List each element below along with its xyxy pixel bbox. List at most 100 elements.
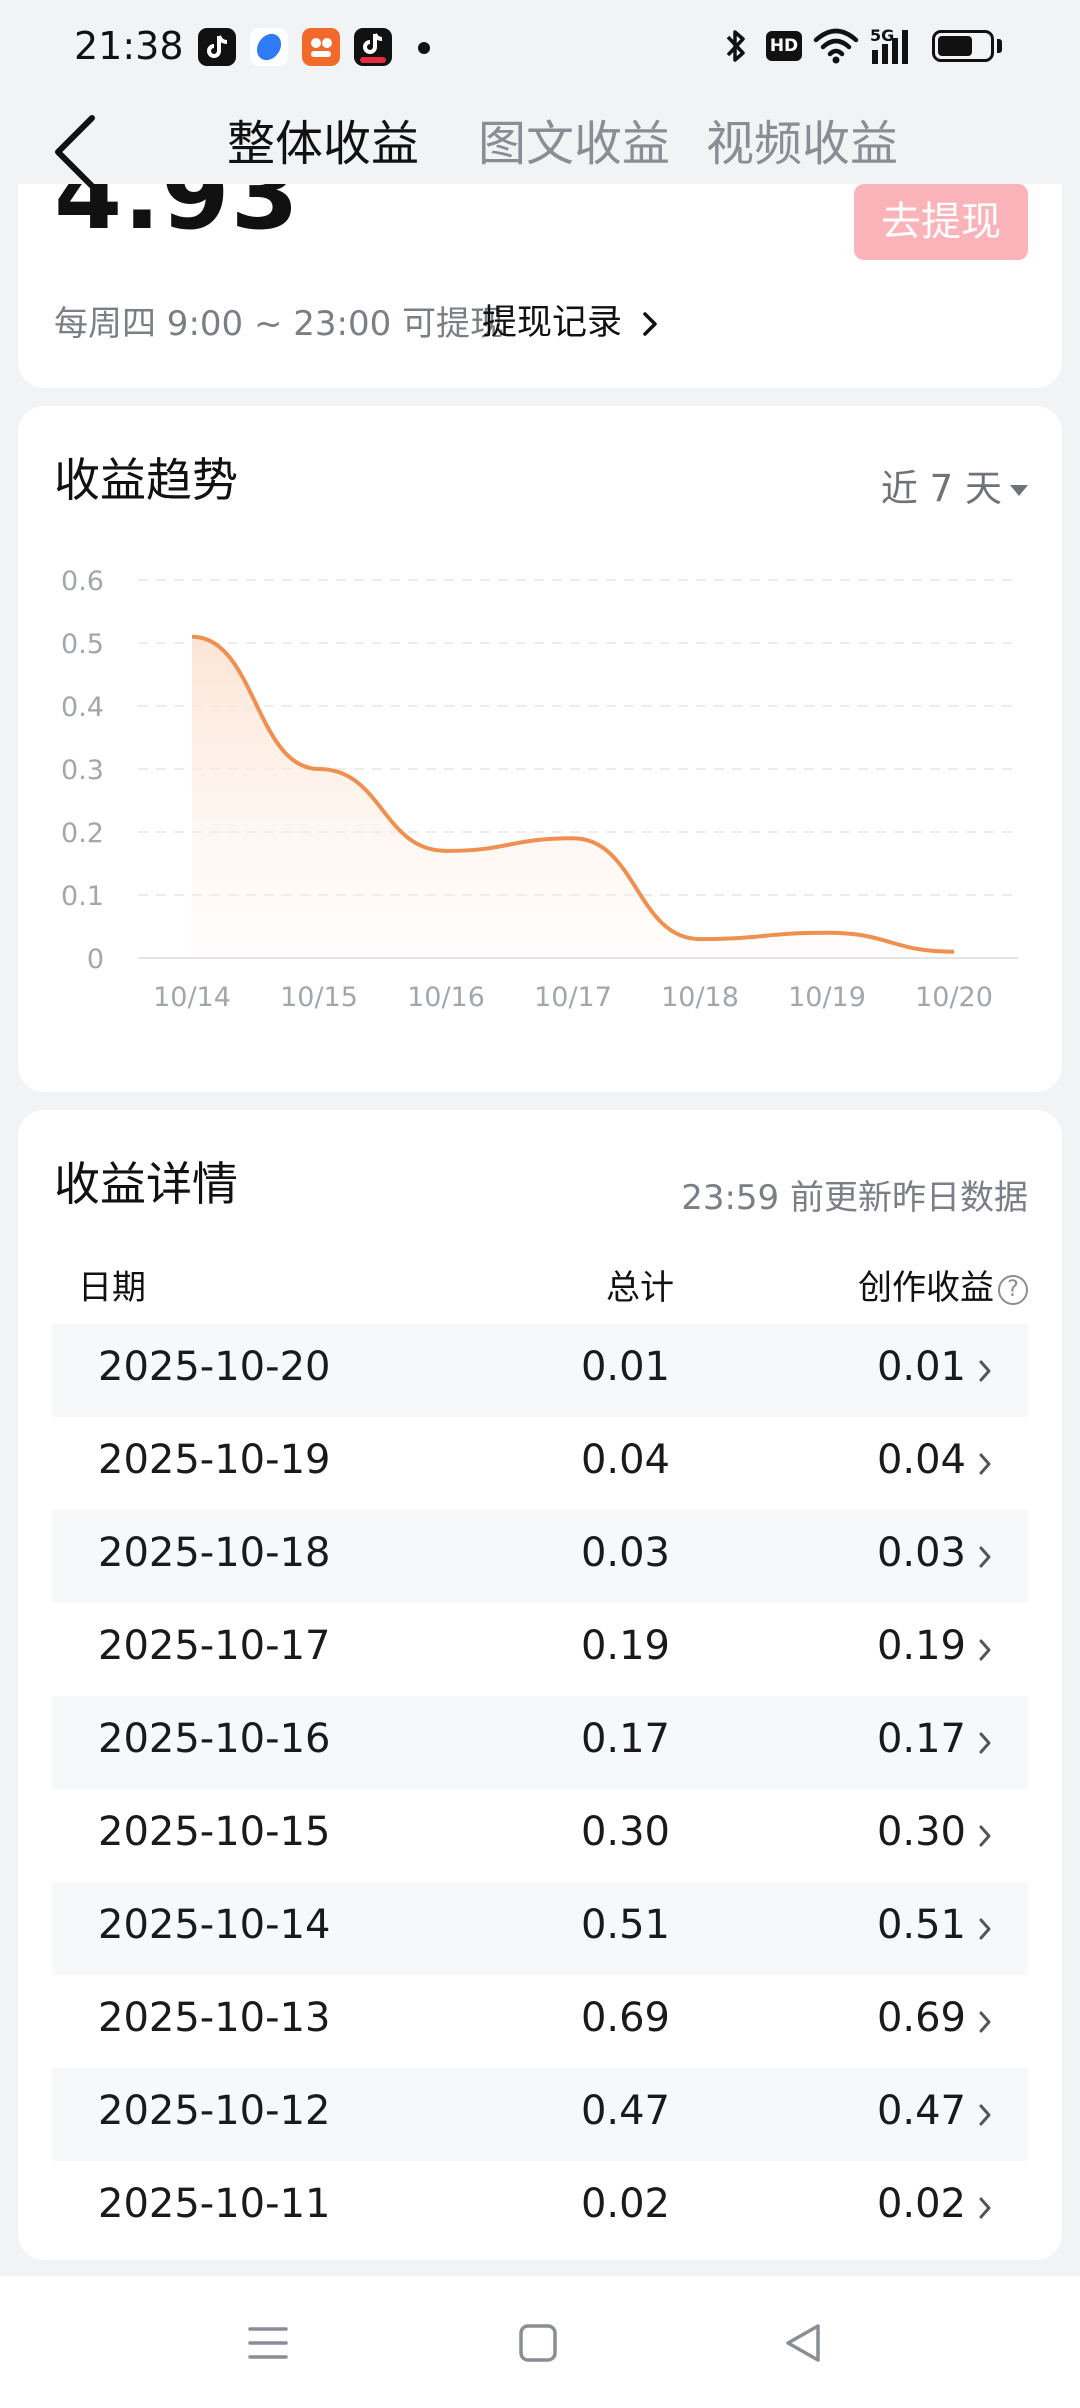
trend-title: 收益趋势 (54, 453, 238, 507)
row-creation-earning: 0.47 (876, 2088, 966, 2134)
row-creation-earning: 0.03 (876, 1530, 966, 1576)
x-tick-label: 10/17 (534, 982, 612, 1013)
x-tick-label: 10/14 (153, 982, 231, 1013)
video-app-icon (302, 28, 340, 66)
chevron-right-icon (979, 1918, 991, 1940)
row-total: 0.02 (580, 2181, 670, 2227)
tiktok-icon (198, 28, 236, 66)
tab-video-earnings[interactable]: 视频收益 (706, 116, 899, 172)
tab-overall-earnings[interactable]: 整体收益 (227, 116, 420, 172)
row-creation-earning: 0.19 (876, 1623, 966, 1669)
row-date: 2025-10-20 (98, 1344, 331, 1390)
notification-dot (418, 42, 430, 54)
y-tick-label: 0.1 (61, 881, 104, 912)
y-tick-label: 0.3 (61, 755, 104, 786)
battery-icon (932, 30, 994, 62)
network-label: 5G (870, 26, 895, 45)
status-bar: 21:38 HD 5G (0, 0, 1080, 96)
chevron-right-icon (979, 2197, 991, 2219)
home-icon[interactable] (515, 2320, 561, 2366)
row-total: 0.01 (580, 1344, 670, 1390)
y-tick-label: 0.4 (61, 692, 104, 723)
range-label: 近 7 天 (880, 467, 1002, 510)
table-row[interactable]: 2025-10-17 0.19 0.19 (52, 1603, 1028, 1696)
row-date: 2025-10-13 (98, 1995, 331, 2041)
table-row[interactable]: 2025-10-11 0.02 0.02 (52, 2161, 1028, 2254)
row-creation-earning: 0.01 (876, 1344, 966, 1390)
table-row[interactable]: 2025-10-12 0.47 0.47 (52, 2068, 1028, 2161)
chevron-right-icon (979, 1453, 991, 1475)
tab-article-earnings[interactable]: 图文收益 (478, 116, 671, 172)
earnings-trend-chart: 0.6 0.5 0.4 0.3 0.2 0.1 0 10/14 10/15 10/16 10/17… (61, 566, 1018, 1013)
row-date: 2025-10-11 (98, 2181, 331, 2227)
chevron-right-icon (979, 1360, 991, 1382)
hd-icon: HD (766, 31, 802, 61)
row-date: 2025-10-17 (98, 1623, 331, 1669)
row-date: 2025-10-16 (98, 1716, 331, 1762)
table-row[interactable]: 2025-10-20 0.01 0.01 (52, 1324, 1028, 1417)
browser-icon (250, 28, 288, 66)
row-date: 2025-10-19 (98, 1437, 331, 1483)
chevron-right-icon (979, 2104, 991, 2126)
row-total: 0.47 (580, 2088, 670, 2134)
row-creation-earning: 0.02 (876, 2181, 966, 2227)
update-note: 23:59 前更新昨日数据 (681, 1178, 1028, 1218)
menu-icon[interactable] (245, 2320, 291, 2366)
x-tick-label: 10/15 (280, 982, 358, 1013)
signal-5g-icon: 5G (868, 26, 920, 66)
row-total: 0.03 (580, 1530, 670, 1576)
table-row[interactable]: 2025-10-13 0.69 0.69 (52, 1975, 1028, 2068)
caret-down-icon (1010, 485, 1028, 496)
column-total: 总计 (606, 1268, 674, 1308)
table-row[interactable]: 2025-10-16 0.17 0.17 (52, 1696, 1028, 1789)
table-row[interactable]: 2025-10-18 0.03 0.03 (52, 1510, 1028, 1603)
x-tick-label: 10/19 (788, 982, 866, 1013)
y-tick-label: 0.5 (61, 629, 104, 660)
chevron-right-icon (979, 1825, 991, 1847)
bluetooth-icon (726, 30, 745, 62)
row-date: 2025-10-14 (98, 1902, 331, 1948)
chevron-right-icon (979, 1639, 991, 1661)
tiktok-lite-icon (354, 28, 392, 66)
x-tick-label: 10/16 (407, 982, 485, 1013)
row-date: 2025-10-18 (98, 1530, 331, 1576)
withdraw-button[interactable]: 去提现 (854, 184, 1028, 260)
table-row[interactable]: 2025-10-15 0.30 0.30 (52, 1789, 1028, 1882)
x-tick-label: 10/20 (915, 982, 993, 1013)
chevron-right-icon (979, 1546, 991, 1568)
detail-card: 收益详情 23:59 前更新昨日数据 日期 总计 创作收益? 2025-10-2… (18, 1110, 1062, 2260)
table-row[interactable]: 2025-10-14 0.51 0.51 (52, 1882, 1028, 1975)
column-date: 日期 (78, 1268, 146, 1308)
range-selector[interactable]: 近 7 天 (881, 458, 1028, 512)
row-total: 0.51 (580, 1902, 670, 1948)
row-date: 2025-10-12 (98, 2088, 331, 2134)
chevron-right-icon (979, 2011, 991, 2033)
y-tick-label: 0 (87, 944, 104, 975)
system-nav-bar (0, 2276, 1080, 2408)
help-icon[interactable]: ? (998, 1274, 1028, 1305)
row-total: 0.30 (580, 1809, 670, 1855)
withdraw-record-link[interactable]: 提现记录 (482, 294, 661, 345)
back-icon[interactable] (780, 2320, 826, 2366)
row-date: 2025-10-15 (98, 1809, 331, 1855)
row-creation-earning: 0.51 (876, 1902, 966, 1948)
chart-area-fill (192, 636, 954, 958)
row-creation-earning: 0.04 (876, 1437, 966, 1483)
row-creation-earning: 0.17 (876, 1716, 966, 1762)
withdraw-hint: 每周四 9:00 ~ 23:00 可提现 (54, 304, 505, 344)
back-arrow-icon[interactable] (40, 108, 110, 188)
column-creation-earnings-label: 创作收益 (858, 1268, 994, 1308)
table-row[interactable]: 2025-10-19 0.04 0.04 (52, 1417, 1028, 1510)
header: 整体收益 图文收益 视频收益 (0, 96, 1080, 188)
row-total: 0.69 (580, 1995, 670, 2041)
wifi-icon (813, 28, 859, 64)
chart-series-line (191, 634, 955, 954)
x-tick-label: 10/18 (661, 982, 739, 1013)
row-creation-earning: 0.69 (876, 1995, 966, 2041)
status-time: 21:38 (74, 24, 184, 68)
row-creation-earning: 0.30 (876, 1809, 966, 1855)
withdraw-record-label: 提现记录 (482, 303, 623, 343)
detail-title: 收益详情 (54, 1157, 238, 1211)
column-creation-earnings: 创作收益? (858, 1260, 1028, 1309)
row-total: 0.04 (580, 1437, 670, 1483)
